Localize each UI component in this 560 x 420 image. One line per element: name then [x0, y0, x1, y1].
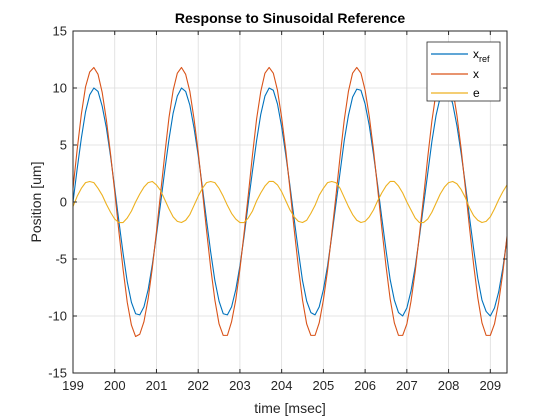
chart-title: Response to Sinusoidal Reference — [175, 10, 405, 26]
x-tick-label: 206 — [354, 378, 376, 393]
x-tick-label: 201 — [146, 378, 168, 393]
legend-entry-x-ref: xref — [473, 47, 490, 64]
legend-entry-x: x — [473, 67, 479, 81]
x-tick-label: 205 — [313, 378, 335, 393]
y-tick-label: 5 — [60, 138, 67, 153]
y-ticks: -15 -10 -5 0 5 10 15 — [48, 24, 507, 381]
x-tick-label: 207 — [396, 378, 418, 393]
legend-entry-e: e — [473, 86, 480, 100]
legend: xref xe — [426, 41, 501, 102]
x-tick-label: 209 — [479, 378, 501, 393]
y-tick-label: -5 — [55, 252, 67, 267]
x-tick-label: 203 — [229, 378, 251, 393]
y-tick-label: 15 — [53, 24, 67, 39]
series-line-e — [73, 180, 507, 224]
series-line-x — [73, 66, 507, 338]
x-tick-label: 199 — [62, 378, 84, 393]
y-tick-label: 10 — [53, 81, 67, 96]
x-tick-label: 202 — [187, 378, 209, 393]
y-tick-label: -15 — [48, 366, 67, 381]
x-axis-label: time [msec] — [254, 400, 326, 416]
x-tick-label: 204 — [271, 378, 293, 393]
x-ticks: 199 200 201 202 203 204 205 206 207 208 209 — [62, 31, 501, 393]
y-tick-label: 0 — [60, 195, 67, 210]
x-tick-label: 200 — [104, 378, 126, 393]
series-layer — [73, 66, 507, 338]
y-axis-label: Position [um] — [28, 162, 44, 243]
y-tick-label: -10 — [48, 309, 67, 324]
x-tick-label: 208 — [438, 378, 460, 393]
legend-box — [426, 41, 501, 102]
